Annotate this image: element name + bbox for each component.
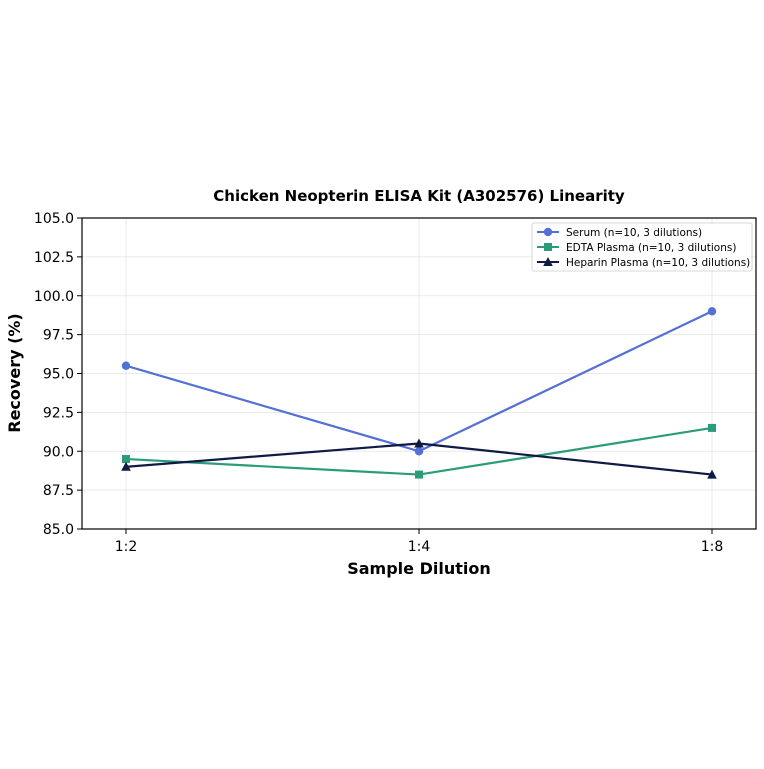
y-tick-label: 85.0: [43, 522, 74, 538]
y-tick-label: 87.5: [43, 483, 74, 499]
data-point: [707, 469, 717, 479]
y-tick-label: 97.5: [43, 328, 74, 344]
data-point: [122, 455, 130, 464]
legend-label: Serum (n=10, 3 dilutions): [566, 227, 702, 239]
legend-marker: [544, 243, 552, 251]
y-tick-label: 102.5: [34, 250, 74, 266]
data-point: [121, 461, 131, 471]
y-tick-label: 92.5: [43, 405, 74, 421]
x-tick-label: 1:8: [701, 539, 724, 555]
data-point: [707, 307, 717, 316]
legend-label: Heparin Plasma (n=10, 3 dilutions): [566, 257, 750, 269]
data-point: [415, 470, 423, 479]
y-tick-label: 105.0: [34, 211, 74, 227]
legend-box: [531, 222, 753, 272]
x-tick-label: 1:4: [408, 539, 431, 555]
y-tick-label: 100.0: [34, 289, 74, 305]
y-tick-label: 95.0: [43, 367, 74, 383]
legend-marker: [543, 257, 553, 266]
y-tick-label: 90.0: [43, 444, 74, 460]
chart-title: Chicken Neopterin ELISA Kit (A302576) Li…: [213, 187, 625, 205]
legend-label: EDTA Plasma (n=10, 3 dilutions): [566, 242, 736, 254]
data-point: [121, 361, 131, 370]
data-point: [708, 423, 716, 432]
data-point: [414, 438, 424, 448]
x-axis-label: Sample Dilution: [347, 559, 491, 578]
data-point: [414, 447, 424, 456]
y-axis-label: Recovery (%): [5, 313, 24, 432]
x-tick-label: 1:2: [115, 539, 138, 555]
legend-marker: [543, 227, 553, 237]
